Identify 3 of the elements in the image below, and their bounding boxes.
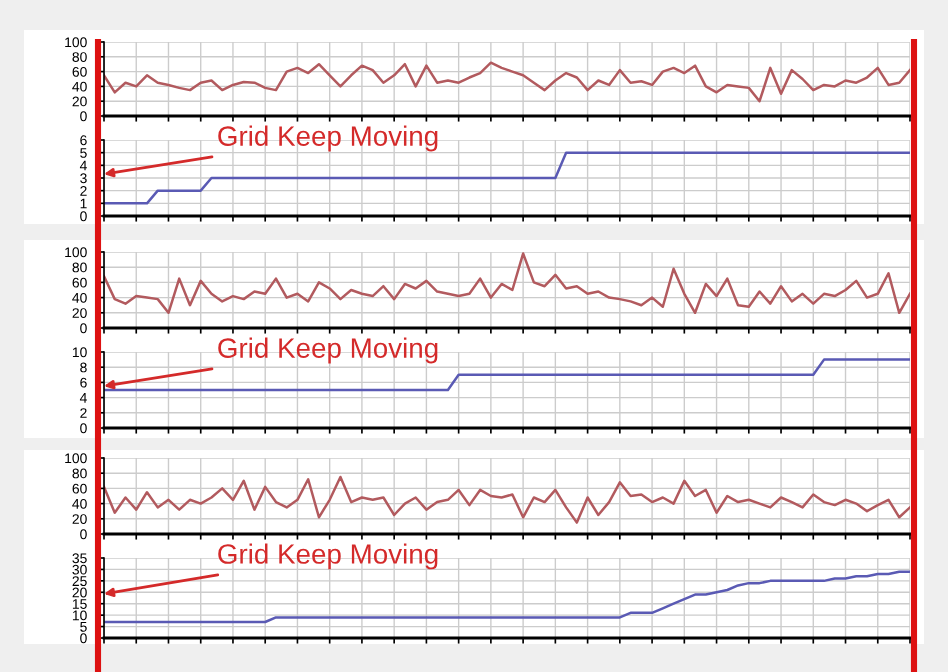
- annotation: Grid Keep Moving: [218, 125, 438, 152]
- annotation: Grid Keep Moving: [218, 543, 438, 570]
- annotation: Grid Keep Moving: [218, 337, 438, 364]
